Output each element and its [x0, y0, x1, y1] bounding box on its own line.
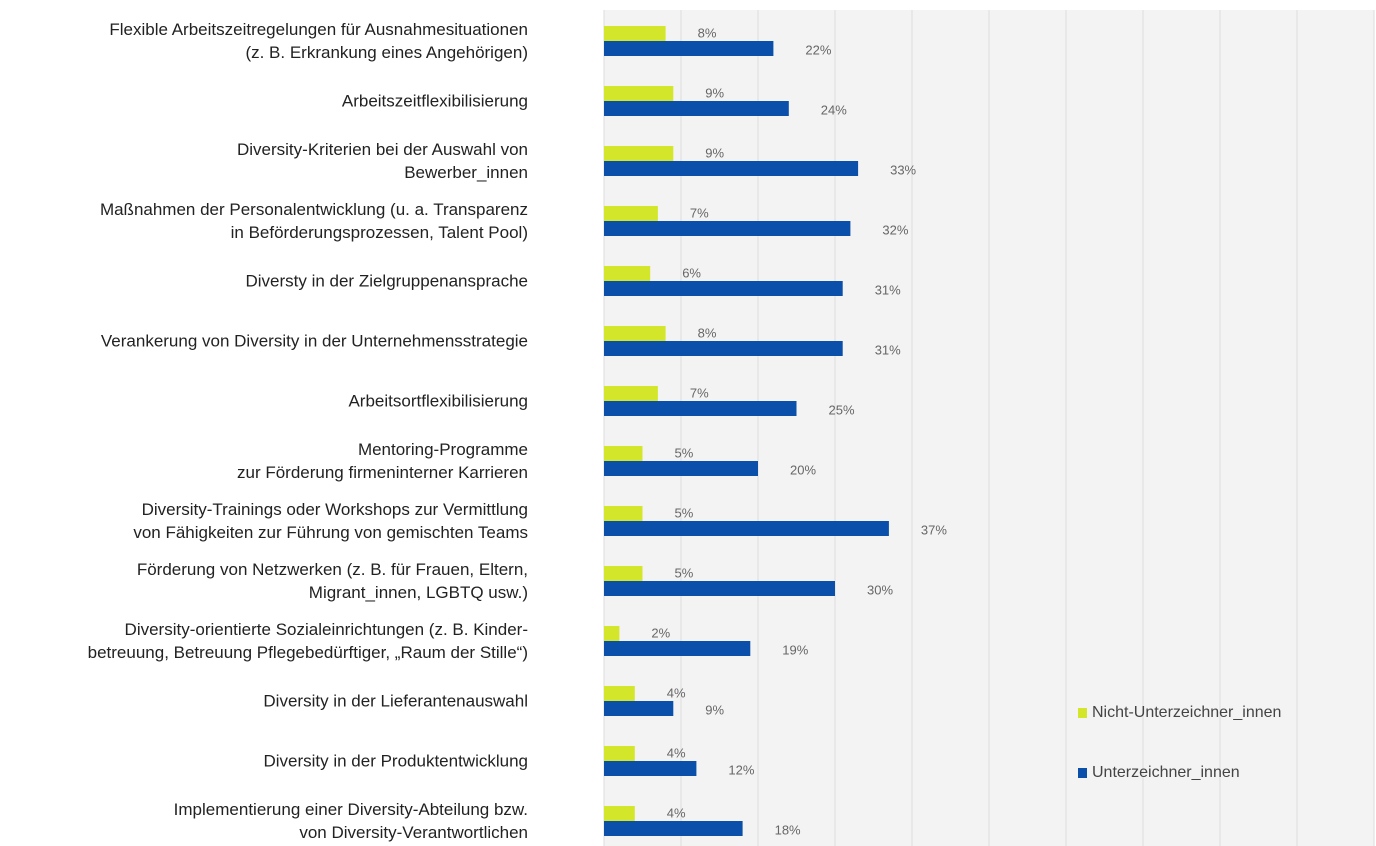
- category-label: Arbeitszeitflexibilisierung: [341, 91, 528, 111]
- bar: [604, 806, 635, 821]
- value-label: 5%: [675, 565, 694, 580]
- value-label: 12%: [728, 762, 754, 777]
- legend-swatch: [1078, 768, 1087, 778]
- value-label: 4%: [667, 745, 686, 760]
- value-label: 4%: [667, 805, 686, 820]
- category-label: Verankerung von Diversity in der Unterne…: [100, 331, 528, 351]
- legend-label: Unterzeichner_innen: [1092, 764, 1240, 781]
- value-label: 37%: [921, 522, 947, 537]
- bar: [604, 161, 859, 176]
- value-label: 33%: [890, 162, 916, 177]
- value-label: 31%: [875, 342, 901, 357]
- bar: [604, 41, 774, 56]
- category-label: Diversty in der Zielgruppenansprache: [245, 271, 528, 291]
- legend-label: Nicht-Unterzeichner_innen: [1092, 704, 1281, 721]
- bar: [604, 521, 889, 536]
- bar: [604, 446, 643, 461]
- bar: [604, 326, 666, 341]
- value-label: 9%: [705, 85, 724, 100]
- bar: [604, 101, 789, 116]
- category-label: Diversity-Trainings oder Workshops zur V…: [133, 500, 528, 542]
- bar: [604, 461, 758, 476]
- value-label: 22%: [805, 42, 831, 57]
- bar: [604, 401, 797, 416]
- bar: [604, 746, 635, 761]
- value-label: 24%: [821, 102, 847, 117]
- value-label: 7%: [690, 205, 709, 220]
- category-label: Mentoring-Programme zur Förderung firmen…: [236, 440, 528, 482]
- value-label: 5%: [675, 505, 694, 520]
- bar: [604, 221, 851, 236]
- legend-swatch: [1078, 708, 1087, 718]
- bar: [604, 566, 643, 581]
- bar: [604, 386, 658, 401]
- bar: [604, 626, 620, 641]
- value-label: 18%: [775, 822, 801, 837]
- bar: [604, 506, 643, 521]
- value-label: 2%: [651, 625, 670, 640]
- bar: [604, 86, 674, 101]
- category-label: Flexible Arbeitszeitregelungen für Ausna…: [109, 20, 528, 62]
- value-label: 30%: [867, 582, 893, 597]
- value-label: 25%: [829, 402, 855, 417]
- value-label: 20%: [790, 462, 816, 477]
- category-label: Diversity in der Lieferantenauswahl: [263, 691, 528, 711]
- bar: [604, 266, 651, 281]
- bar: [604, 281, 843, 296]
- category-label: Maßnahmen der Personalentwicklung (u. a.…: [99, 200, 528, 242]
- value-label: 5%: [675, 445, 694, 460]
- value-label: 8%: [698, 25, 717, 40]
- value-label: 8%: [698, 325, 717, 340]
- value-label: 7%: [690, 385, 709, 400]
- bar: [604, 206, 658, 221]
- bar: [604, 641, 751, 656]
- bar: [604, 686, 635, 701]
- bar: [604, 821, 743, 836]
- value-label: 6%: [682, 265, 701, 280]
- bar: [604, 701, 674, 716]
- bar: [604, 146, 674, 161]
- value-label: 9%: [705, 702, 724, 717]
- bar: [604, 761, 697, 776]
- category-label: Diversity-Kriterien bei der Auswahl von …: [236, 140, 528, 182]
- bar: [604, 581, 835, 596]
- value-label: 32%: [882, 222, 908, 237]
- category-label: Implementierung einer Diversity-Abteilun…: [173, 800, 528, 842]
- value-label: 9%: [705, 145, 724, 160]
- category-label: Förderung von Netzwerken (z. B. für Frau…: [136, 560, 528, 602]
- bar: [604, 26, 666, 41]
- category-label: Diversity-orientierte Sozialeinrichtunge…: [87, 620, 528, 662]
- category-label: Diversity in der Produktentwicklung: [263, 751, 528, 771]
- value-label: 31%: [875, 282, 901, 297]
- value-label: 19%: [782, 642, 808, 657]
- category-label: Arbeitsortflexibilisierung: [348, 391, 528, 411]
- value-label: 4%: [667, 685, 686, 700]
- bar: [604, 341, 843, 356]
